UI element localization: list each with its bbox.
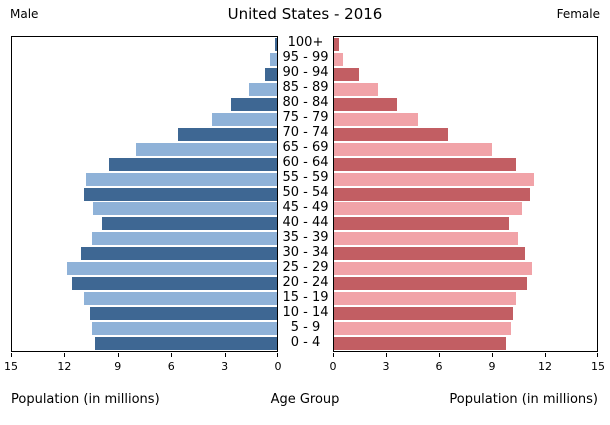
female-tick-mark-6	[439, 353, 440, 357]
male-tick-label-0: 0	[274, 360, 282, 373]
female-tick-label-6: 6	[435, 360, 443, 373]
age-label-90-94: 90 - 94	[282, 65, 329, 81]
female-tick-label-12: 12	[538, 360, 552, 373]
male-bar-75-79	[211, 112, 277, 126]
male-bar-50-54	[84, 187, 277, 201]
male-bar-25-29	[66, 262, 277, 276]
age-label-30-34: 30 - 34	[282, 244, 329, 260]
female-bar-50-54	[334, 187, 531, 201]
female-bar-60-64	[334, 157, 517, 171]
age-group-labels: 100+ 95 - 99 90 - 94 85 - 89 80 - 84 75 - 79 7…	[278, 35, 333, 352]
male-axis-label: Population (in millions)	[11, 392, 160, 407]
male-bar-45-49	[93, 202, 277, 216]
female-axis-label: Population (in millions)	[449, 392, 598, 407]
male-tick-label-12: 12	[57, 360, 72, 373]
male-tick-label-15: 15	[4, 360, 18, 373]
male-tick-label-6: 6	[167, 360, 175, 373]
male-bar-15-19	[84, 292, 277, 306]
male-tick-mark-0	[277, 353, 278, 357]
age-label-40-44: 40 - 44	[282, 214, 329, 230]
female-tick-mark-3	[386, 353, 387, 357]
male-bar-85-89	[248, 82, 277, 96]
male-bar-60-64	[109, 157, 277, 171]
male-x-axis: 0 3 6 9 12 15	[4, 353, 282, 383]
female-bar-65-69	[334, 142, 492, 156]
female-tick-mark-15	[597, 353, 598, 357]
female-bar-75-79	[334, 112, 419, 126]
male-bar-10-14	[89, 307, 277, 321]
female-bar-45-49	[334, 202, 522, 216]
age-group-axis-label: Age Group	[270, 392, 340, 407]
age-label-55-59: 55 - 59	[282, 170, 329, 186]
female-bar-25-29	[334, 262, 533, 276]
male-bar-5-9	[91, 322, 277, 336]
male-bar-100+	[275, 37, 277, 51]
female-tick-label-9: 9	[488, 360, 496, 373]
female-bar-10-14	[334, 307, 513, 321]
female-bar-20-24	[334, 277, 527, 291]
female-bar-15-19	[334, 292, 517, 306]
male-bar-20-24	[72, 277, 277, 291]
male-tick-mark-9	[117, 353, 119, 357]
male-bar-35-39	[91, 232, 277, 246]
female-tick-mark-0	[333, 353, 334, 357]
male-bar-40-44	[102, 217, 277, 231]
age-label-85-89: 85 - 89	[282, 80, 329, 96]
male-bar-95-99	[269, 52, 277, 66]
age-label-75-79: 75 - 79	[282, 110, 329, 126]
age-label-15-19: 15 - 19	[282, 289, 329, 305]
female-bar-30-34	[334, 247, 526, 261]
male-bar-90-94	[264, 67, 277, 81]
male-tick-mark-6	[171, 353, 173, 357]
age-label-5-9: 5 - 9	[290, 319, 321, 335]
age-label-0-4: 0 - 4	[290, 334, 321, 350]
female-tick-mark-9	[492, 353, 493, 357]
female-bar-0-4	[334, 337, 506, 351]
female-header-label: Female	[556, 7, 600, 21]
male-tick-mark-12	[64, 353, 66, 357]
female-chart-panel	[333, 36, 598, 352]
age-label-95-99: 95 - 99	[282, 50, 329, 66]
female-bar-5-9	[334, 322, 512, 336]
female-bar-70-74	[334, 127, 448, 141]
age-label-25-29: 25 - 29	[282, 259, 329, 275]
male-bar-55-59	[86, 172, 277, 186]
female-tick-label-3: 3	[382, 360, 390, 373]
female-x-axis: 0 3 6 9 12 15	[329, 353, 605, 383]
male-bar-70-74	[178, 127, 277, 141]
female-tick-label-15: 15	[591, 360, 605, 373]
male-tick-label-9: 9	[114, 360, 122, 373]
age-label-70-74: 70 - 74	[282, 125, 329, 141]
age-label-20-24: 20 - 24	[282, 274, 329, 290]
age-label-65-69: 65 - 69	[282, 140, 329, 156]
male-header-label: Male	[10, 7, 39, 21]
female-bar-85-89	[334, 82, 378, 96]
age-label-35-39: 35 - 39	[282, 229, 329, 245]
male-tick-label-3: 3	[221, 360, 229, 373]
male-bar-0-4	[95, 337, 277, 351]
age-label-60-64: 60 - 64	[282, 155, 329, 171]
male-bar-65-69	[135, 142, 277, 156]
female-bar-95-99	[334, 52, 343, 66]
chart-title: United States - 2016	[227, 5, 383, 23]
male-bar-80-84	[231, 97, 277, 111]
female-bar-40-44	[334, 217, 510, 231]
female-bar-80-84	[334, 97, 398, 111]
male-tick-mark-15	[11, 353, 12, 357]
female-tick-mark-12	[545, 353, 546, 357]
age-label-80-84: 80 - 84	[282, 95, 329, 111]
male-bar-30-34	[80, 247, 277, 261]
male-chart-panel	[11, 36, 278, 352]
female-bar-35-39	[334, 232, 519, 246]
age-label-100+: 100+	[287, 35, 324, 51]
female-bar-90-94	[334, 67, 359, 81]
female-tick-label-0: 0	[329, 360, 337, 373]
age-label-50-54: 50 - 54	[282, 185, 329, 200]
age-label-45-49: 45 - 49	[282, 199, 329, 215]
female-bar-55-59	[334, 172, 534, 186]
age-label-10-14: 10 - 14	[282, 304, 329, 320]
female-bar-100+	[334, 37, 340, 51]
male-tick-mark-3	[224, 353, 226, 357]
